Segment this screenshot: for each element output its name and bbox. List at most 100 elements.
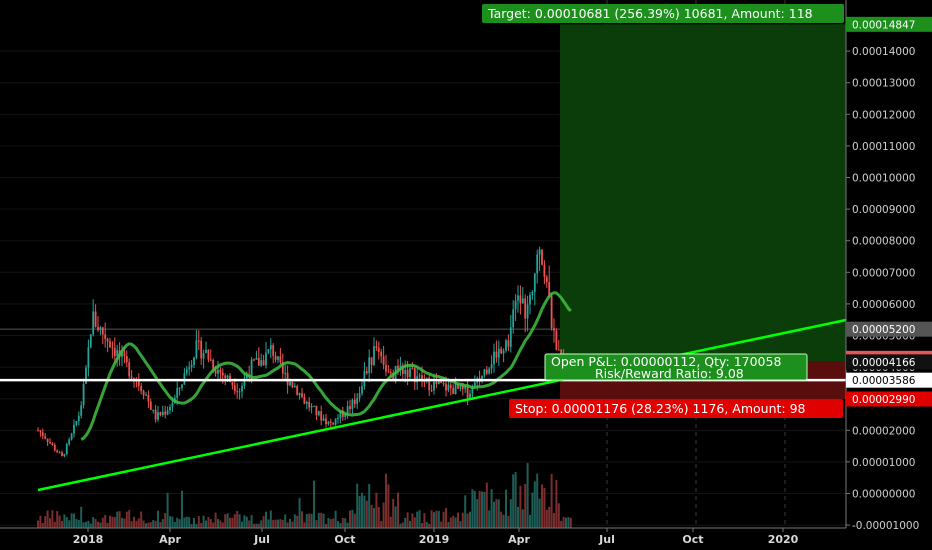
volume-bar	[161, 519, 164, 528]
volume-bar	[433, 512, 435, 528]
volume-bar	[325, 523, 327, 528]
candle-body	[404, 369, 407, 375]
candle-body	[442, 383, 445, 385]
candle-body	[495, 351, 498, 358]
volume-bar	[308, 513, 311, 528]
candle-body	[82, 383, 85, 406]
volume-bar	[565, 517, 567, 528]
volume-bar	[529, 514, 531, 528]
candle-body	[188, 367, 191, 370]
candle-body	[92, 311, 95, 335]
candle-body	[545, 276, 548, 282]
candle-body	[452, 387, 455, 395]
volume-bar	[517, 506, 519, 528]
candle-body	[202, 353, 205, 359]
candle-body	[238, 391, 241, 393]
price-tag-label: 0.00002990	[852, 394, 915, 406]
volume-bar	[375, 492, 378, 528]
price-tag	[846, 16, 932, 32]
candle-body	[334, 418, 337, 425]
time-tick-label: Apr	[159, 533, 181, 546]
volume-bar	[310, 513, 313, 528]
candle-body	[353, 399, 356, 404]
volume-bar	[435, 510, 438, 528]
candle-body	[517, 295, 519, 301]
candle-body	[368, 357, 371, 374]
price-tick-label: 0.00000000	[852, 489, 915, 501]
candle-body	[459, 385, 462, 389]
candle-body	[94, 311, 97, 327]
candle-body	[145, 394, 147, 396]
volume-bar	[219, 520, 222, 528]
candle-body	[214, 369, 217, 374]
candle-body	[257, 357, 260, 366]
candle-body	[267, 349, 270, 353]
volume-bar	[128, 510, 131, 528]
candle-body	[519, 295, 522, 304]
candle-body	[541, 249, 543, 265]
candle-body	[457, 384, 459, 389]
volume-bar	[339, 523, 342, 528]
candle-body	[56, 450, 59, 453]
time-tick-label: 2018	[73, 533, 104, 546]
candle-body	[181, 384, 183, 388]
time-axis[interactable]: 2018 Apr Jul Oct 2019 Apr Jul Oct 2020	[0, 527, 846, 546]
candle-body	[447, 384, 450, 391]
volume-bar	[65, 517, 68, 528]
time-tick-label: 2019	[419, 533, 450, 546]
candle-body	[219, 369, 222, 373]
candle-body	[80, 405, 83, 416]
volume-bar	[555, 480, 558, 528]
candle-body	[152, 409, 155, 411]
volume-bar	[125, 511, 128, 528]
volume-bar	[176, 517, 179, 528]
candle-body	[231, 382, 234, 386]
volume-bar	[262, 516, 265, 528]
volume-bar	[329, 519, 332, 528]
volume-bar	[399, 523, 402, 528]
candle-body	[500, 348, 503, 354]
volume-bar	[202, 515, 205, 528]
volume-bar	[183, 517, 186, 528]
candle-body	[428, 377, 431, 391]
candle-body	[445, 383, 447, 391]
volume-bar	[351, 509, 354, 528]
volume-bar	[274, 519, 277, 528]
volume-bar	[109, 515, 111, 528]
volume-bar	[61, 520, 63, 528]
volume-bar	[116, 511, 119, 528]
candle-body	[449, 384, 452, 388]
candle-body	[454, 384, 457, 395]
candle-body	[533, 273, 536, 292]
candle-body	[296, 386, 299, 395]
volume-bar	[145, 523, 147, 528]
volume-bar	[301, 511, 303, 528]
price-tick-label: 0.00011000	[852, 141, 915, 153]
volume-bar	[87, 520, 90, 528]
price-tag	[846, 354, 932, 370]
volume-bar	[334, 510, 337, 528]
price-axis-bg	[846, 0, 932, 550]
volume-bar	[257, 523, 260, 528]
volume-bar	[286, 522, 289, 528]
volume-bar	[243, 515, 246, 528]
price-tick-label: 0.00008000	[852, 236, 915, 248]
volume-bar	[140, 511, 143, 528]
volume-bar	[197, 516, 200, 528]
target-label-box	[482, 4, 844, 23]
volume-bar	[58, 515, 61, 528]
volume-bar	[332, 518, 335, 528]
candle-body	[197, 340, 200, 342]
volume-bar	[205, 520, 207, 528]
volume-bar	[73, 513, 75, 528]
candle-body	[171, 403, 174, 407]
candle-body	[473, 382, 476, 387]
candle-body	[77, 415, 80, 422]
price-axis[interactable]: 0.00014000 0.00013000 0.00012000 0.00011000…	[845, 0, 932, 550]
time-tick-label: 2020	[768, 533, 799, 546]
volume-bar	[303, 522, 306, 528]
volume-bar	[99, 522, 102, 528]
candle-body	[253, 359, 255, 361]
stop-label-box	[509, 399, 843, 418]
